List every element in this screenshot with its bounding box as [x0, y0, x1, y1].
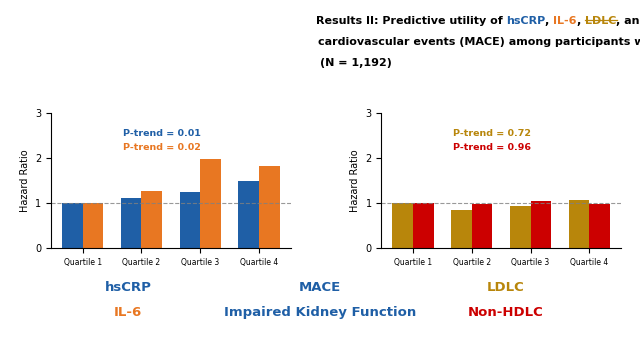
Text: Non-HDLC: Non-HDLC	[468, 306, 543, 319]
Text: Results II: Predictive utility of: Results II: Predictive utility of	[316, 16, 506, 26]
Bar	[239, 181, 259, 248]
Text: LDLC: LDLC	[585, 16, 616, 26]
Text: hsCRP: hsCRP	[506, 16, 545, 26]
Text: IL-6: IL-6	[114, 306, 142, 319]
Bar	[259, 166, 280, 248]
Text: P-trend = 0.02: P-trend = 0.02	[123, 143, 201, 152]
Bar	[141, 191, 162, 248]
Bar	[531, 201, 551, 248]
Text: Impaired Kidney Function: Impaired Kidney Function	[224, 306, 416, 319]
Text: cardiovascular events (MACE) among participants with: cardiovascular events (MACE) among parti…	[319, 37, 640, 47]
Text: MACE: MACE	[299, 281, 341, 295]
Y-axis label: Hazard Ratio: Hazard Ratio	[20, 149, 29, 212]
Text: ,: ,	[577, 16, 585, 26]
Bar	[62, 203, 83, 248]
Text: hsCRP: hsCRP	[104, 281, 152, 295]
Bar	[413, 203, 433, 248]
Text: ,: ,	[545, 16, 554, 26]
Text: P-trend = 0.72: P-trend = 0.72	[453, 129, 531, 138]
Bar	[392, 203, 413, 248]
Text: P-trend = 0.01: P-trend = 0.01	[123, 129, 201, 138]
Y-axis label: Hazard Ratio: Hazard Ratio	[350, 149, 360, 212]
Text: (N = 1,192): (N = 1,192)	[319, 58, 392, 68]
Bar	[589, 204, 610, 248]
Bar	[180, 192, 200, 248]
Bar	[451, 210, 472, 248]
Bar	[121, 198, 141, 248]
Text: P-trend = 0.96: P-trend = 0.96	[453, 143, 531, 152]
Bar	[569, 200, 589, 248]
Text: LDLC: LDLC	[487, 281, 524, 295]
Bar	[472, 204, 492, 248]
Text: IL-6: IL-6	[554, 16, 577, 26]
Bar	[510, 206, 531, 248]
Bar	[200, 159, 221, 248]
Bar	[83, 203, 103, 248]
Text: , and: , and	[616, 16, 640, 26]
